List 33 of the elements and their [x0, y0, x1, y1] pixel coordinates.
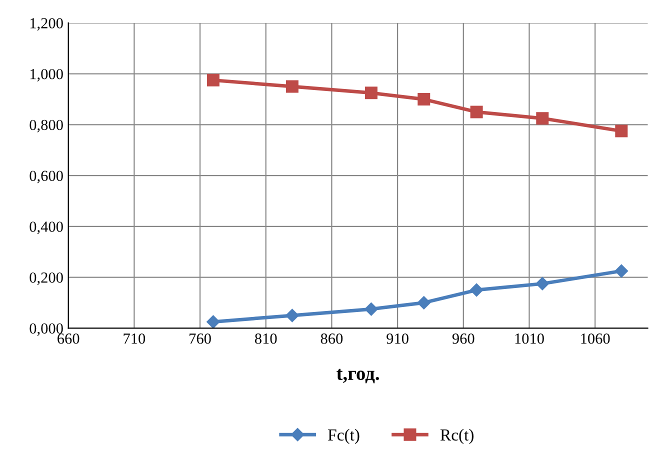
x-tick-label: 910 — [386, 333, 408, 344]
x-tick-label: 710 — [124, 333, 146, 344]
y-tick-label: 1,200 — [30, 18, 63, 31]
x-tick-label: 960 — [452, 333, 474, 344]
point — [286, 80, 298, 93]
point — [206, 74, 220, 86]
point — [364, 302, 378, 316]
x-tick-label: 810 — [255, 333, 277, 344]
x-tick-label: 760 — [190, 333, 211, 344]
point — [364, 86, 378, 100]
x-tick-label: 860 — [320, 333, 343, 344]
point — [206, 315, 220, 328]
y-tick-label: 0,200 — [30, 272, 63, 285]
point — [418, 93, 430, 106]
x-axis-title: t,год. — [336, 368, 379, 384]
point — [286, 308, 299, 322]
point — [536, 277, 549, 290]
y-tick-label: 0,800 — [30, 120, 63, 132]
point — [470, 283, 484, 297]
legend-label: Fc(t) — [328, 428, 360, 444]
y-tick-label: 0,000 — [30, 323, 63, 336]
point — [536, 112, 549, 125]
point — [470, 106, 483, 118]
legend-label: Rc(t) — [440, 428, 474, 444]
y-tick-label: 1,000 — [30, 68, 63, 82]
x-tick-label: 1060 — [581, 333, 610, 344]
point — [614, 264, 628, 278]
x-tick-label: 1010 — [515, 333, 544, 344]
y-tick-label: 0,400 — [30, 222, 63, 234]
x-tick-label: 660 — [58, 333, 80, 344]
y-tick-label: 0,600 — [30, 170, 63, 184]
point — [615, 124, 628, 138]
point — [417, 296, 430, 310]
